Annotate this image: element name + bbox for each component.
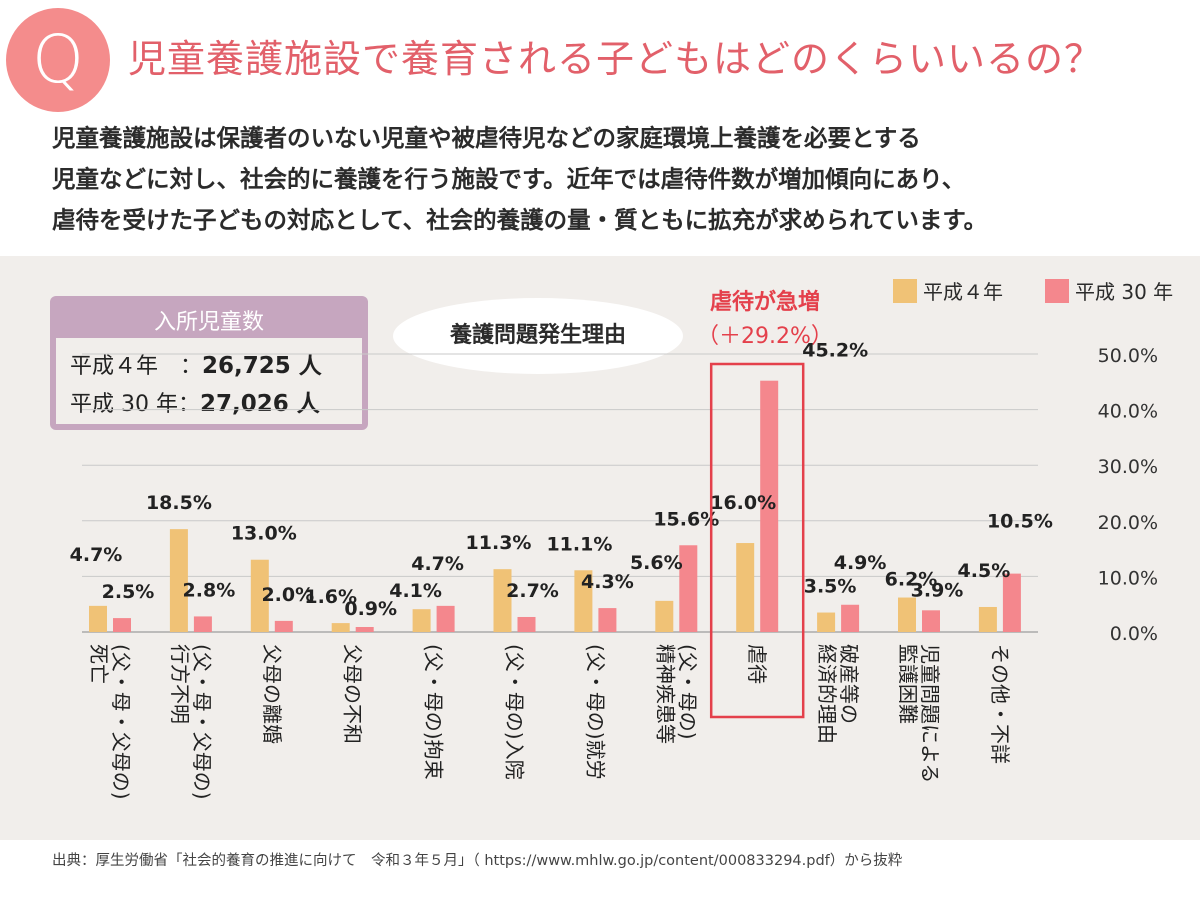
bar-h4-5 (493, 569, 512, 632)
bar-h30-0 (113, 618, 131, 632)
bar-h4-2 (250, 559, 269, 632)
data-label-h30-8: 45.2% (802, 340, 868, 362)
bar-h4-8 (736, 543, 755, 632)
data-label-h4-2: 13.0% (231, 523, 297, 545)
y-tick-label-1: 10.0% (1098, 567, 1158, 589)
admissions-row-h4: 平成４年 ：26,725 人 (70, 346, 322, 380)
page-title: 児童養護施設で養育される子どもはどのくらいいるの？ (128, 37, 1104, 81)
legend-label-h4: 平成４年 (923, 280, 1003, 304)
category-label-3-0: 父母の不和 (341, 644, 365, 744)
category-label-4-0: (父・母の)拘束 (422, 644, 446, 780)
category-label-10-0: 児童問題による (918, 644, 942, 783)
intro-text: 児童養護施設は保護者のいない児童や被虐待児などの家庭環境上養護を必要とする 児童… (52, 118, 1182, 241)
admissions-value-h4: 26,725 人 (202, 353, 322, 379)
bar-h30-3 (355, 626, 374, 632)
bar-h4-7 (655, 600, 674, 632)
admissions-value-h30: 27,026 人 (199, 391, 320, 417)
category-label-7-0: (父・母の) (675, 644, 699, 740)
bar-h30-8 (760, 380, 779, 632)
category-label-6-0: (父・母の)就労 (583, 644, 607, 780)
bar-h4-4 (412, 609, 431, 632)
surge-callout: 虐待が急増 （＋29.2%） (660, 286, 870, 354)
admissions-label-h30: 平成 30 年： (70, 392, 200, 417)
bar-h30-1 (193, 616, 212, 632)
bar-h30-2 (274, 620, 293, 632)
data-label-h30-9: 4.9% (834, 552, 887, 574)
data-label-h30-0: 2.5% (102, 581, 155, 603)
data-label-h30-1: 2.8% (183, 579, 236, 601)
legend-swatch-h30 (1045, 279, 1069, 303)
admissions-row-h30: 平成 30 年：27,026 人 (70, 384, 320, 418)
bar-h4-3 (331, 623, 350, 632)
bar-h30-11 (1002, 573, 1021, 632)
data-label-h4-0: 4.7% (70, 544, 123, 566)
data-label-h4-3: 1.6% (304, 586, 357, 608)
y-tick-label-3: 30.0% (1098, 456, 1158, 478)
bar-h30-5 (517, 616, 536, 632)
bar-h4-10 (898, 597, 916, 632)
data-label-h30-6: 4.3% (581, 571, 634, 593)
y-tick-label-2: 20.0% (1098, 512, 1158, 534)
admissions-title: 入所児童数 (153, 310, 264, 335)
legend-label-h30: 平成 30 年 (1075, 280, 1174, 304)
intro-line-3: 虐待を受けた子どもの対応として、社会的養護の量・質ともに拡充が求められています。 (52, 206, 988, 234)
data-label-h4-7: 5.6% (630, 552, 683, 574)
data-label-h30-4: 4.7% (411, 553, 464, 575)
bar-h30-9 (841, 604, 860, 632)
category-label-1-1: 行方不明 (168, 644, 192, 724)
legend-item-h4: 平成４年 (893, 276, 1003, 305)
q-badge: Q (6, 8, 110, 112)
category-label-11-0: その他・不詳 (988, 644, 1012, 764)
bar-h4-11 (978, 606, 997, 632)
reason-label: 養護問題発生理由 (393, 298, 683, 374)
bar-h30-6 (598, 608, 617, 632)
category-label-10-1: 監護困難 (896, 644, 920, 724)
category-label-0-0: (父・母・父母の) (109, 644, 133, 800)
surge-callout-title: 虐待が急増 (709, 290, 820, 315)
data-label-h4-1: 18.5% (146, 492, 212, 514)
bar-h30-4 (436, 605, 455, 632)
data-label-h4-4: 4.1% (389, 580, 442, 602)
intro-line-2: 児童などに対し、社会的に養護を行う施設です。近年では虐待件数が増加傾向にあり、 (52, 165, 966, 193)
category-label-9-0: 破産等の (837, 644, 861, 724)
bar-h4-1 (169, 529, 188, 632)
category-label-1-0: (父・母・父母の) (190, 644, 214, 800)
y-tick-label-5: 50.0% (1098, 345, 1158, 367)
bar-h30-10 (922, 610, 940, 632)
category-label-9-1: 経済的理由 (815, 644, 839, 744)
category-label-2-0: 父母の離婚 (260, 644, 284, 744)
bar-h4-6 (574, 570, 593, 632)
source-note: 出典：厚生労働省「社会的養育の推進に向けて 令和３年５月」（ https://w… (52, 853, 903, 869)
data-label-h30-7: 15.6% (653, 508, 719, 530)
category-label-0-1: 死亡 (87, 644, 111, 684)
y-tick-label-4: 40.0% (1098, 401, 1158, 423)
bar-h4-9 (817, 612, 836, 632)
data-label-h30-10: 3.9% (911, 579, 964, 601)
bar-h4-0 (89, 605, 107, 632)
category-label-5-0: (父・母の)入院 (503, 644, 527, 780)
data-label-h30-11: 10.5% (987, 511, 1053, 533)
category-label-8-0: 虐待 (745, 644, 769, 684)
data-label-h4-11: 4.5% (958, 560, 1011, 582)
abuse-highlight-box (709, 362, 805, 719)
y-tick-label-0: 0.0% (1110, 623, 1158, 645)
data-label-h4-9: 3.5% (804, 576, 857, 598)
bar-h30-7 (679, 545, 698, 632)
admissions-label-h4: 平成４年 ： (70, 354, 203, 379)
data-label-h30-2: 2.0% (261, 584, 314, 606)
data-label-h4-5: 11.3% (466, 532, 532, 554)
data-label-h30-5: 2.7% (506, 580, 559, 602)
data-label-h4-8: 16.0% (710, 492, 776, 514)
legend-item-h30: 平成 30 年 (1045, 276, 1173, 305)
intro-line-1: 児童養護施設は保護者のいない児童や被虐待児などの家庭環境上養護を必要とする (52, 124, 921, 152)
data-label-h30-3: 0.9% (344, 598, 397, 620)
legend-swatch-h4 (893, 279, 917, 303)
surge-callout-delta: （＋29.2%） (697, 324, 833, 349)
data-label-h4-10: 6.2% (885, 569, 938, 591)
data-label-h4-6: 11.1% (546, 533, 612, 555)
category-label-7-1: 精神疾患等 (653, 644, 677, 744)
